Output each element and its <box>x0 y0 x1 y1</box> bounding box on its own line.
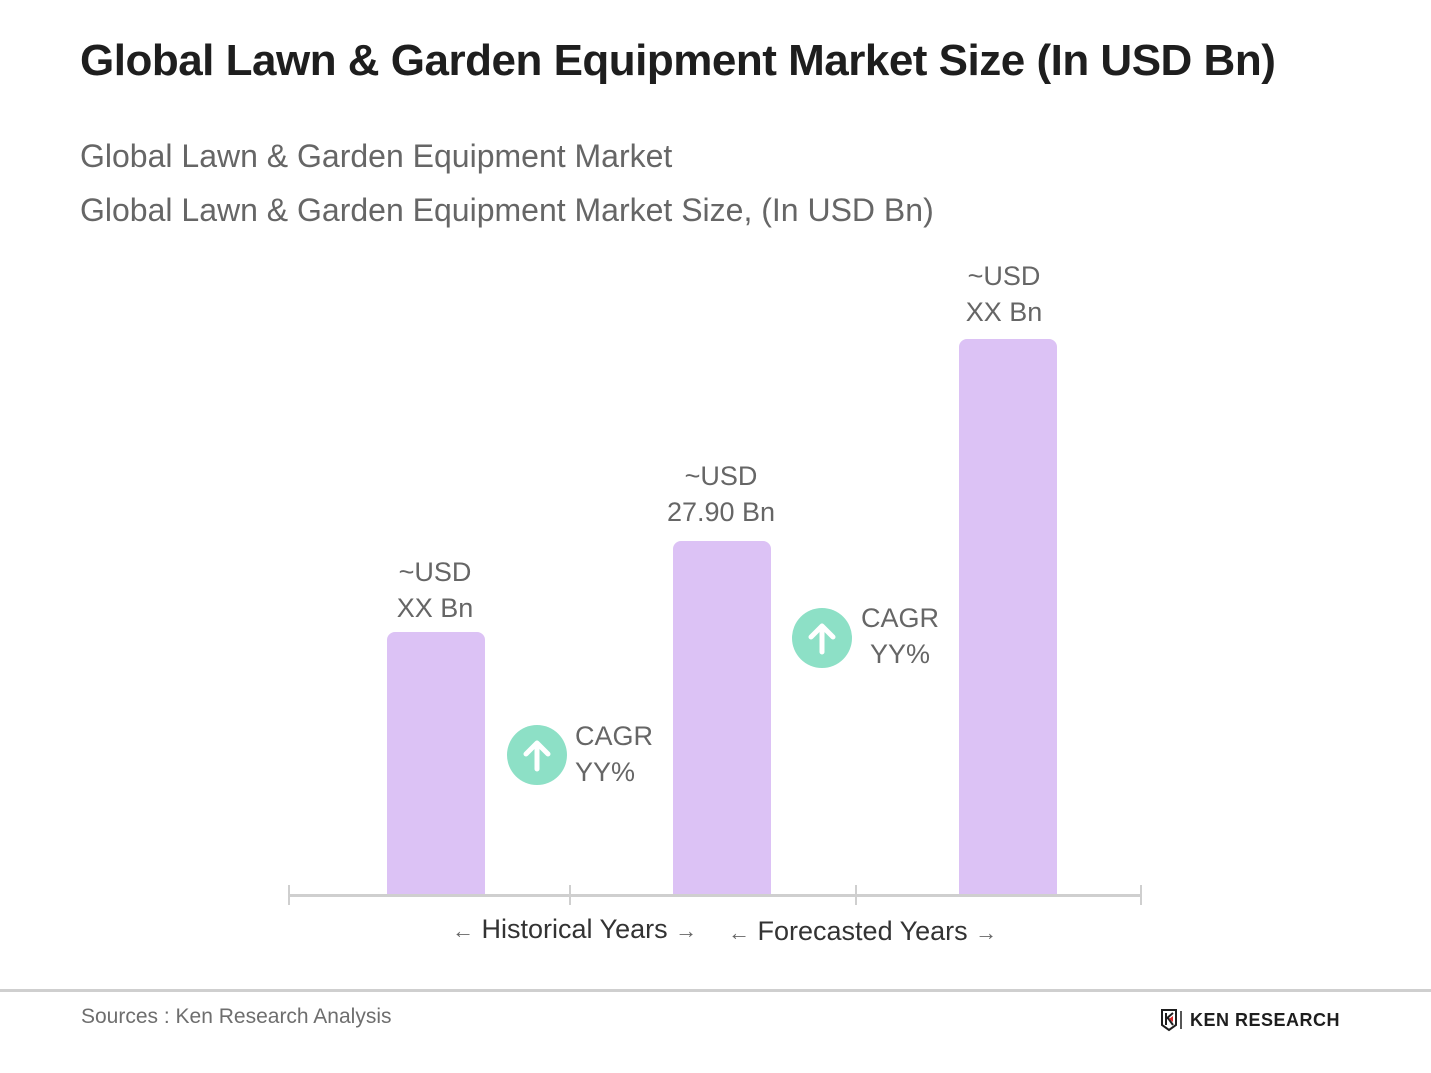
bar-base-year <box>673 541 771 896</box>
left-arrow-icon: ← <box>728 919 750 945</box>
cagr-text-2: CAGR YY% <box>861 600 939 672</box>
cagr-up-arrow-icon-1 <box>507 725 567 785</box>
forecasted-years-label: Forecasted Years <box>757 916 968 946</box>
x-axis-line <box>289 894 1141 897</box>
right-arrow-icon: → <box>675 917 698 943</box>
cagr-label-1: CAGR <box>575 721 654 751</box>
cagr-up-arrow-icon-2 <box>792 608 852 668</box>
historical-years-label: Historical Years <box>481 914 668 944</box>
bar-historical <box>387 632 485 896</box>
bar-label-1-value: XX Bn <box>396 593 474 623</box>
ken-research-logo-icon <box>1161 1009 1182 1032</box>
bar-label-1-currency: ~USD <box>398 557 472 587</box>
bar-label-2: ~USD 27.90 Bn <box>631 458 811 530</box>
bar-label-3: ~USD XX Bn <box>914 258 1094 330</box>
right-arrow-icon: → <box>975 919 998 945</box>
x-axis-tick-1 <box>288 885 290 905</box>
bar-label-3-value: XX Bn <box>965 297 1043 327</box>
axis-label-forecasted: ← Forecasted Years → <box>728 916 997 947</box>
chart-subtitle-2: Global Lawn & Garden Equipment Market Si… <box>80 192 934 228</box>
bar-label-2-value: 27.90 Bn <box>666 497 776 527</box>
chart-subtitle-1: Global Lawn & Garden Equipment Market <box>80 138 673 174</box>
cagr-label-2: CAGR <box>861 603 940 633</box>
bar-forecast <box>959 339 1057 896</box>
left-arrow-icon: ← <box>452 917 474 943</box>
bar-label-2-currency: ~USD <box>684 461 758 491</box>
bar-label-3-currency: ~USD <box>967 261 1041 291</box>
source-text: Sources : Ken Research Analysis <box>81 1005 392 1028</box>
x-axis-tick-3 <box>855 885 857 905</box>
bar-label-1: ~USD XX Bn <box>345 554 525 626</box>
cagr-value-2: YY% <box>869 639 931 669</box>
x-axis-tick-2 <box>569 885 571 905</box>
axis-label-historical: ← Historical Years → <box>452 914 697 945</box>
ken-research-logo-text: KEN RESEARCH <box>1190 1009 1341 1030</box>
ken-research-logo: KEN RESEARCH <box>1160 1008 1340 1032</box>
footer-divider <box>0 989 1431 992</box>
x-axis-tick-4 <box>1140 885 1142 905</box>
cagr-text-1: CAGR YY% <box>575 718 653 790</box>
chart-title: Global Lawn & Garden Equipment Market Si… <box>80 36 1276 85</box>
cagr-value-1: YY% <box>575 757 636 787</box>
